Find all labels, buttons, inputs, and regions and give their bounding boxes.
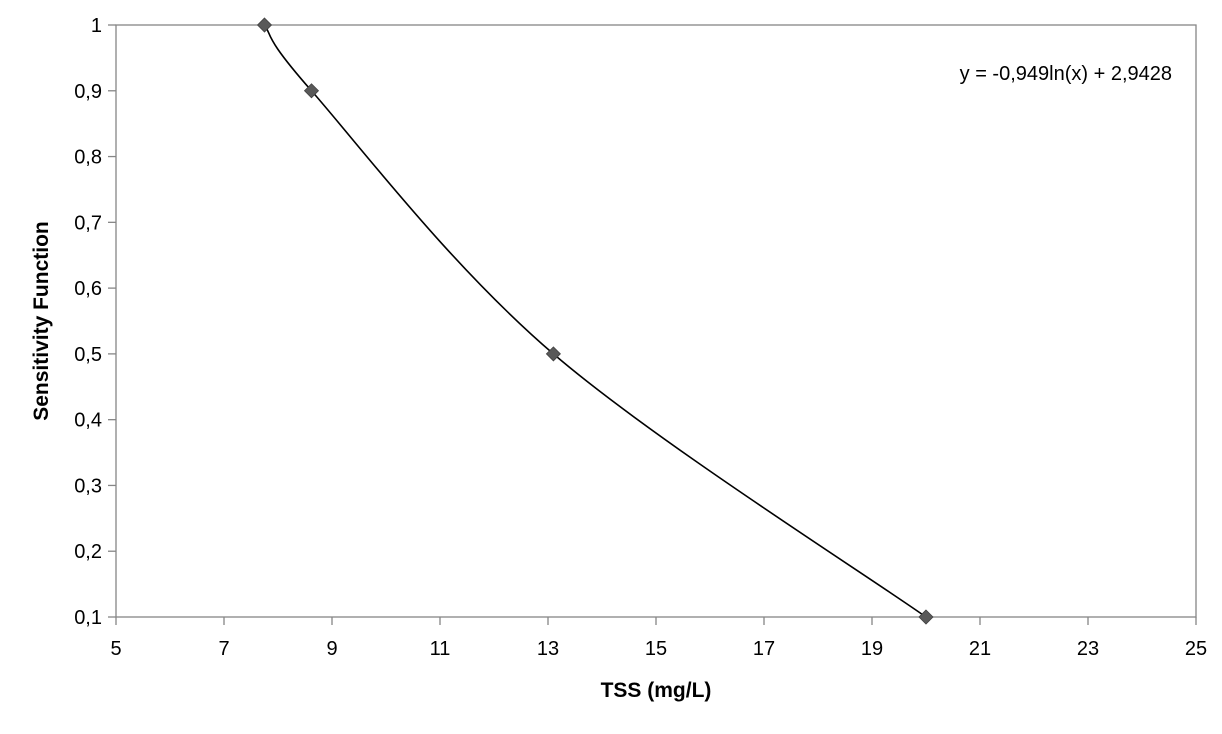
x-tick-label: 13 [537,638,559,660]
x-tick-label: 17 [753,638,775,660]
x-tick-label: 7 [218,638,229,660]
x-axis-title: TSS (mg/L) [601,679,712,702]
y-tick-label: 0,1 [74,607,102,629]
y-tick-label: 0,9 [74,81,102,103]
y-tick-label: 0,2 [74,541,102,563]
points-layer [258,18,934,624]
y-tick-label: 0,8 [74,147,102,169]
y-axis-title: Sensitivity Function [30,221,53,421]
data-point-marker [919,610,933,624]
trendline [265,25,927,617]
x-tick-label: 23 [1077,638,1099,660]
x-tick-label: 25 [1185,638,1207,660]
y-tick-label: 0,7 [74,212,102,234]
y-tick-label: 0,6 [74,278,102,300]
y-tick-label: 0,3 [74,475,102,497]
y-tick-label: 1 [91,15,102,37]
data-point-marker [258,18,272,32]
y-tick-label: 0,4 [74,410,102,432]
x-tick-label: 11 [430,638,451,660]
plot-area-frame [116,25,1196,617]
y-tick-label: 0,5 [74,344,102,366]
x-tick-label: 9 [326,638,337,660]
x-tick-label: 21 [969,638,991,660]
x-tick-label: 19 [861,638,883,660]
x-tick-label: 15 [645,638,667,660]
x-tick-label: 5 [110,638,121,660]
trendline-equation: y = -0,949ln(x) + 2,9428 [960,63,1172,85]
ticks-layer: 5 7 9 11 13 15 17 19 21 23 25 0,1 0,2 0,3 0,4 0,5 0,6 0,7… [74,15,1207,660]
